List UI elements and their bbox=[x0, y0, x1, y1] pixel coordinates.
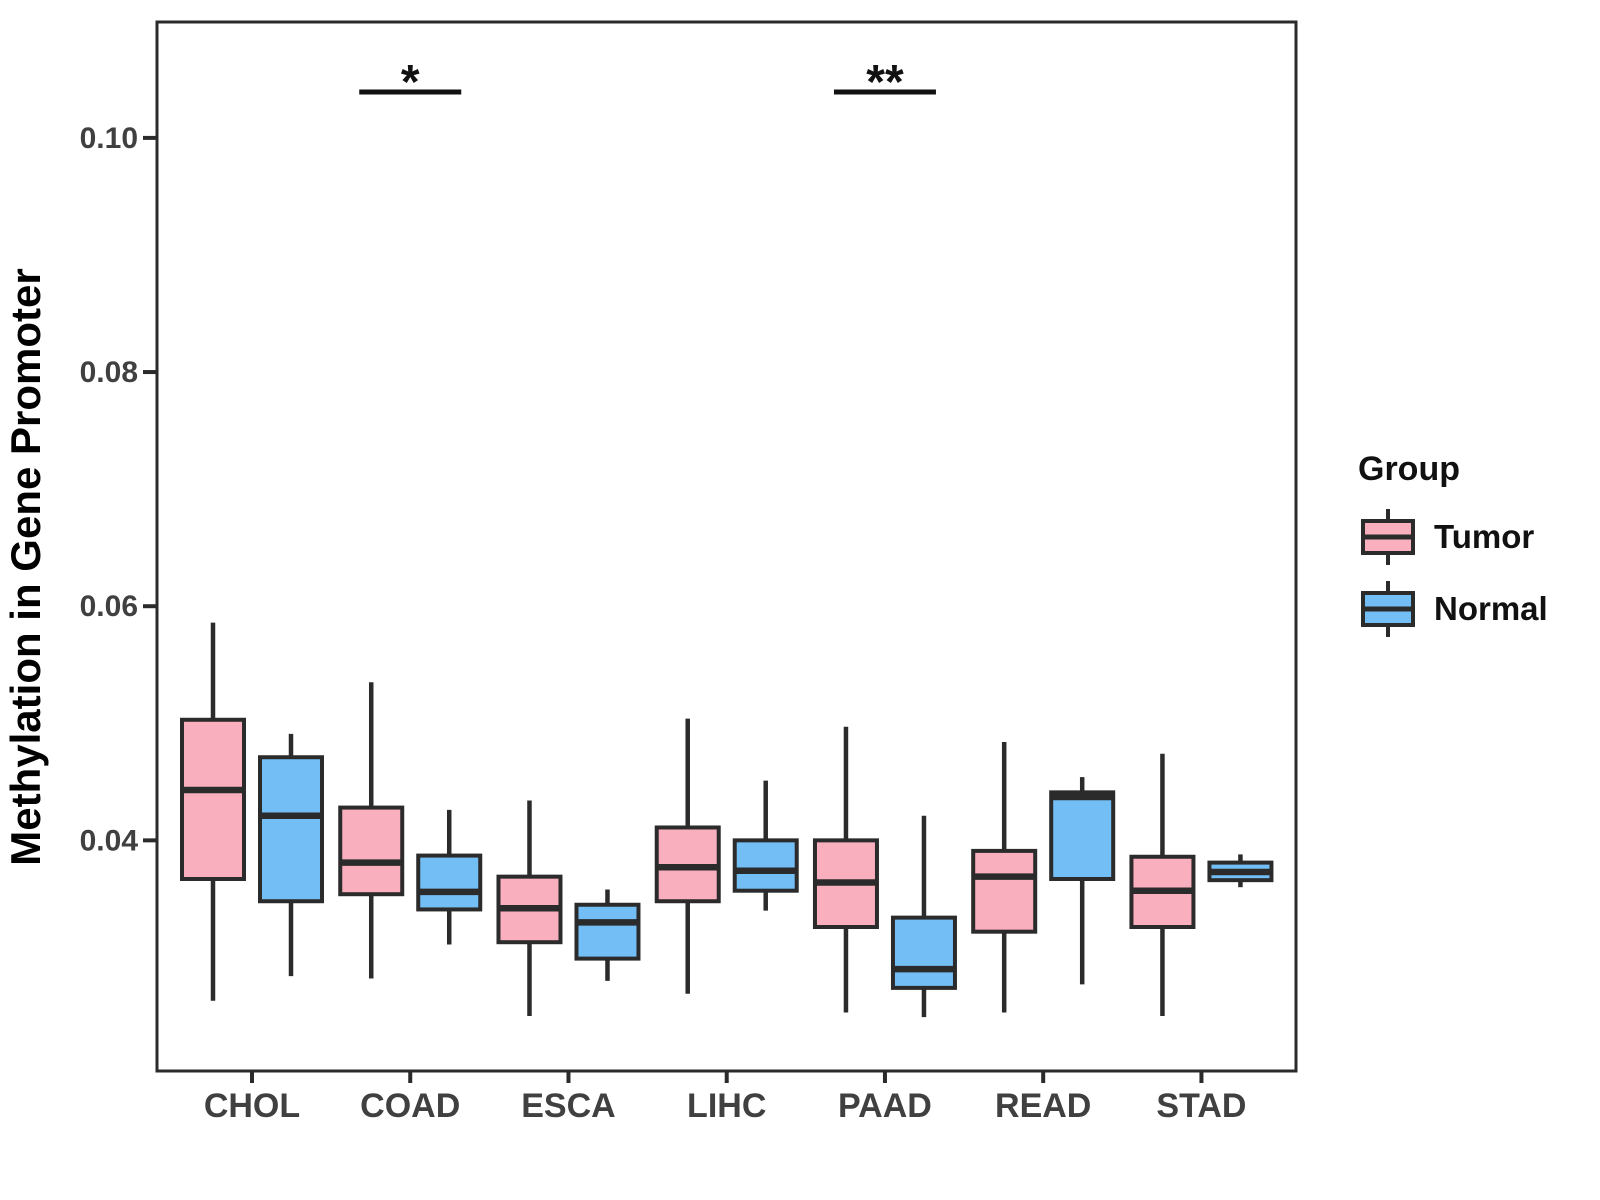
y-tick-label: 0.06 bbox=[80, 590, 138, 623]
panel-border bbox=[155, 20, 1298, 1073]
legend-label-normal: Normal bbox=[1434, 590, 1548, 627]
boxplot-LIHC-normal-box bbox=[732, 838, 799, 893]
legend-label-tumor: Tumor bbox=[1434, 518, 1535, 555]
y-axis-title: Methylation in Gene Promoter bbox=[2, 268, 49, 865]
significance-label-COAD: * bbox=[401, 56, 420, 109]
normal-boxplot-key-icon bbox=[1361, 581, 1415, 637]
x-category-label: READ bbox=[995, 1087, 1091, 1125]
x-category-label: STAD bbox=[1156, 1087, 1246, 1125]
plot-area: 0.04 0.06 0.08 0.10 CHOL COAD ESCA LIHC PAAD READ… bbox=[80, 20, 1298, 1125]
legend-entries: Tumor Normal bbox=[1358, 505, 1548, 641]
x-category-label: LIHC bbox=[687, 1087, 766, 1125]
boxplot-COAD-tumor-box bbox=[338, 805, 405, 897]
boxplot-COAD-normal-box bbox=[416, 853, 483, 912]
boxplot-ESCA-normal-box bbox=[574, 902, 641, 961]
boxplot-READ-normal-box bbox=[1049, 790, 1116, 881]
tumor-boxplot-key-icon bbox=[1361, 509, 1415, 565]
legend-entry-normal: Normal bbox=[1358, 577, 1548, 641]
x-category-label: COAD bbox=[360, 1087, 460, 1125]
x-category-label: PAAD bbox=[838, 1087, 932, 1125]
boxplot-PAAD-normal-box bbox=[890, 915, 957, 990]
y-tick-label: 0.08 bbox=[80, 356, 138, 389]
boxplot-CHOL-normal-box bbox=[258, 755, 324, 904]
boxplot-CHOL-tumor-box bbox=[180, 717, 246, 881]
boxplot-READ-tumor-box bbox=[971, 848, 1038, 934]
significance-label-PAAD: ** bbox=[866, 56, 904, 109]
x-category-label: CHOL bbox=[204, 1087, 300, 1125]
legend: Group Tumor Normal bbox=[1358, 450, 1548, 641]
x-category-label: ESCA bbox=[521, 1087, 615, 1125]
y-tick-label: 0.10 bbox=[80, 122, 138, 155]
legend-title: Group bbox=[1358, 450, 1460, 488]
legend-entry-tumor: Tumor bbox=[1358, 505, 1548, 569]
y-tick-label: 0.04 bbox=[80, 824, 139, 857]
